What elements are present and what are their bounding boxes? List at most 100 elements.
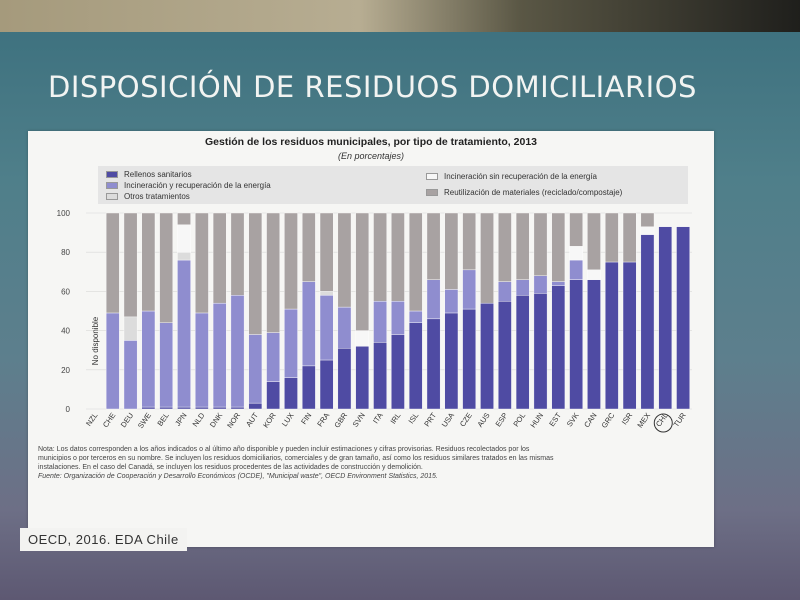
- bar-segment: [426, 212, 441, 280]
- bar-segment: [515, 279, 530, 296]
- chart-subtitle: (En porcentajes): [337, 151, 405, 161]
- bar-segment: [587, 279, 601, 410]
- x-tick-label: ISL: [407, 411, 421, 425]
- bar-segment: [569, 259, 583, 280]
- bar-segment: [373, 212, 387, 302]
- legend-label-incineration-no-energy: Incineración sin recuperación de la ener…: [444, 172, 597, 181]
- legend-item-incineration-no-energy: Incineración sin recuperación de la ener…: [426, 172, 597, 181]
- y-tick-label: 80: [61, 248, 70, 257]
- bar-segment: [604, 261, 619, 410]
- bar-segment: [551, 281, 566, 286]
- bar-segment: [301, 365, 316, 410]
- bar-segment: [230, 406, 245, 410]
- bar-segment: [284, 308, 298, 378]
- bar-segment: [480, 212, 494, 304]
- bar-segment: [391, 334, 405, 410]
- legend-swatch-incineration-no-energy: [426, 173, 438, 180]
- bar-segment: [301, 212, 316, 282]
- legend-swatch-recycling: [426, 189, 438, 196]
- bar-segment: [498, 212, 512, 282]
- x-tick-label: SWE: [136, 411, 153, 430]
- note-line: instalaciones. En el caso del Canadá, se…: [38, 464, 423, 471]
- bar-segment: [177, 212, 191, 225]
- y-tick-label: 20: [61, 366, 70, 375]
- x-tick-label: PRT: [422, 411, 438, 429]
- x-tick-label: ESP: [494, 411, 510, 428]
- x-tick-label: AUS: [475, 411, 491, 429]
- bar-segment: [248, 402, 263, 410]
- bar-segment: [373, 342, 387, 410]
- bar-segment: [587, 269, 601, 280]
- bar-segment: [676, 226, 690, 410]
- bar-segment: [230, 212, 245, 296]
- bar-segment: [159, 322, 174, 408]
- bar-segment: [177, 259, 191, 408]
- note-line: Nota: Los datos corresponden a los años …: [38, 446, 530, 453]
- x-tick-label: CHE: [101, 411, 117, 429]
- bar-segment: [177, 224, 191, 253]
- bar-segment: [533, 212, 548, 276]
- bar-segment: [640, 226, 655, 235]
- legend-label-incineration-energy: Incineración y recuperación de la energí…: [124, 181, 271, 190]
- bar-segment: [426, 318, 441, 410]
- y-tick-label: 60: [61, 287, 70, 296]
- bar-segment: [569, 212, 583, 247]
- x-tick-label: DNK: [208, 411, 224, 429]
- bar-segment: [391, 212, 405, 302]
- x-tick-label: HUN: [528, 411, 545, 429]
- bar-segment: [533, 275, 548, 294]
- bar-segment: [123, 212, 138, 318]
- x-tick-label: JPN: [173, 411, 189, 428]
- bar-segment: [195, 212, 209, 314]
- bar-segment: [319, 291, 334, 296]
- x-tick-label: SVN: [351, 411, 367, 429]
- bar-segment: [391, 300, 405, 335]
- bar-segment: [408, 212, 423, 312]
- bar-segment: [604, 212, 619, 263]
- bar-segment: [622, 261, 637, 410]
- bar-segment: [337, 348, 352, 410]
- y-tick-label: 40: [61, 327, 70, 336]
- bar-segment: [640, 234, 655, 410]
- x-tick-label: AUT: [244, 411, 260, 429]
- bar-segment: [159, 406, 174, 410]
- x-tick-label: GBR: [332, 411, 349, 430]
- x-tick-label: TUR: [672, 411, 689, 429]
- x-tick-label: SVK: [565, 411, 581, 428]
- bar-segment: [498, 281, 512, 302]
- bar-segment: [212, 212, 227, 304]
- x-tick-label: LUX: [280, 411, 296, 428]
- bar-segment: [105, 212, 120, 314]
- bar-segment: [212, 302, 227, 408]
- chart-panel: Gestión de los residuos municipales, por…: [28, 131, 714, 547]
- legend-swatch-incineration-energy: [106, 182, 118, 189]
- chart-legend: Rellenos sanitarios Incineración y recup…: [98, 166, 688, 204]
- photo-background-band: [0, 0, 800, 32]
- x-tick-label: GRC: [599, 411, 616, 430]
- y-tick-label: 100: [57, 209, 71, 218]
- bar-segment: [195, 406, 209, 410]
- bar-segment: [373, 300, 387, 343]
- x-tick-label: NLD: [191, 411, 207, 429]
- bar-segment: [480, 302, 494, 410]
- bar-segment: [301, 281, 316, 367]
- legend-label-recycling: Reutilización de materiales (reciclado/c…: [444, 188, 623, 197]
- highlight-circle: [653, 413, 673, 433]
- bar-segment: [515, 295, 530, 410]
- x-tick-label: FRA: [315, 411, 331, 428]
- bar-segment: [284, 212, 298, 310]
- bar-segment: [177, 251, 191, 261]
- bar-segment: [141, 310, 156, 408]
- x-tick-label: ITA: [371, 411, 385, 425]
- note-line: municipios o por terceros en su nombre. …: [38, 455, 554, 462]
- bar-segment: [319, 359, 334, 410]
- bar-segment: [658, 226, 673, 410]
- bar-segment: [177, 406, 191, 410]
- bar-segment: [195, 312, 209, 408]
- x-tick-label: IRL: [388, 411, 402, 426]
- bar-segment: [355, 346, 370, 410]
- legend-label-landfill: Rellenos sanitarios: [124, 170, 192, 179]
- x-tick-label: DEU: [119, 411, 135, 429]
- bar-segment: [444, 212, 459, 290]
- source-caption: OECD, 2016. EDA Chile: [20, 528, 187, 551]
